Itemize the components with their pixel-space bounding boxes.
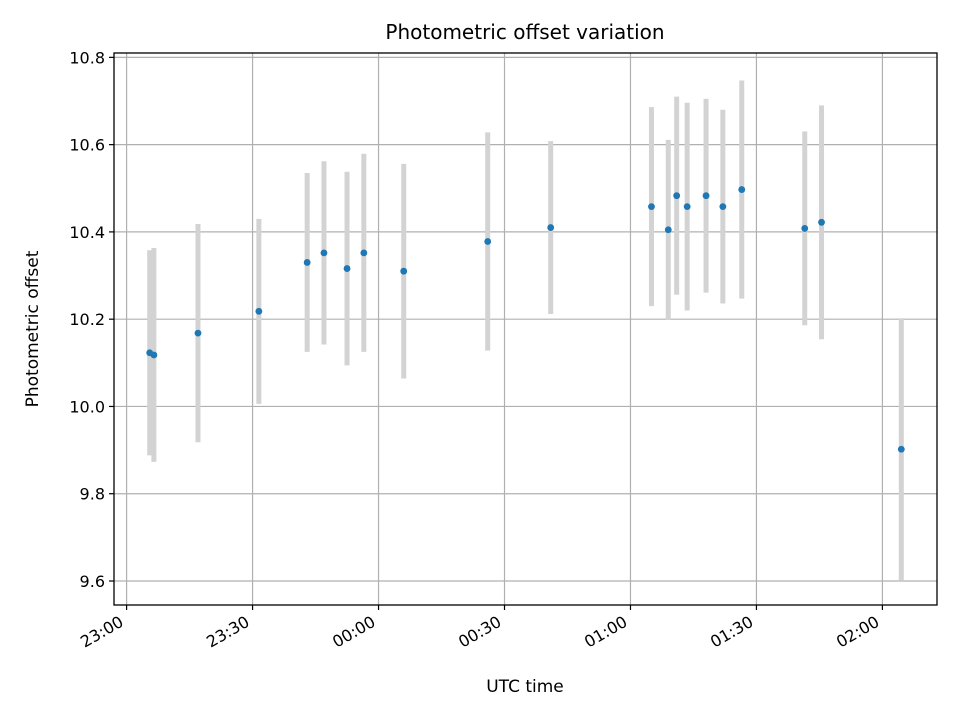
data-point xyxy=(400,267,408,275)
x-axis-label: UTC time xyxy=(486,677,564,697)
y-axis-label: Photometric offset xyxy=(23,250,43,407)
grid xyxy=(114,53,937,605)
data-point xyxy=(303,259,311,266)
data-point xyxy=(719,203,727,211)
chart-title: Photometric offset variation xyxy=(385,20,664,44)
data-point xyxy=(484,238,492,245)
data-point xyxy=(360,249,368,257)
data-point xyxy=(801,225,809,232)
data-point xyxy=(194,329,202,337)
y-tick-label: 10.2 xyxy=(69,310,105,329)
y-axis-ticks: 9.6 9.8 10.0 10.2 10.4 10.6 10.8 xyxy=(69,48,114,591)
data-point xyxy=(664,226,672,234)
data-point xyxy=(673,192,681,200)
y-tick-label: 10.6 xyxy=(69,136,105,155)
data-point xyxy=(547,224,555,231)
y-tick-label: 10.0 xyxy=(69,397,105,416)
data-points xyxy=(146,186,905,453)
data-point xyxy=(150,351,158,359)
data-point xyxy=(683,203,691,211)
y-tick-label: 10.4 xyxy=(69,223,105,242)
data-point xyxy=(255,307,263,315)
data-point xyxy=(897,445,905,453)
plot-area-frame xyxy=(113,52,938,606)
y-tick-label: 9.8 xyxy=(80,485,105,504)
y-tick-label: 9.6 xyxy=(80,572,105,591)
data-point xyxy=(320,249,328,257)
data-point xyxy=(738,186,746,193)
data-point xyxy=(702,192,710,200)
y-tick-label: 10.8 xyxy=(69,48,105,67)
data-point xyxy=(818,218,825,226)
data-point xyxy=(648,203,655,211)
data-point xyxy=(343,265,351,272)
